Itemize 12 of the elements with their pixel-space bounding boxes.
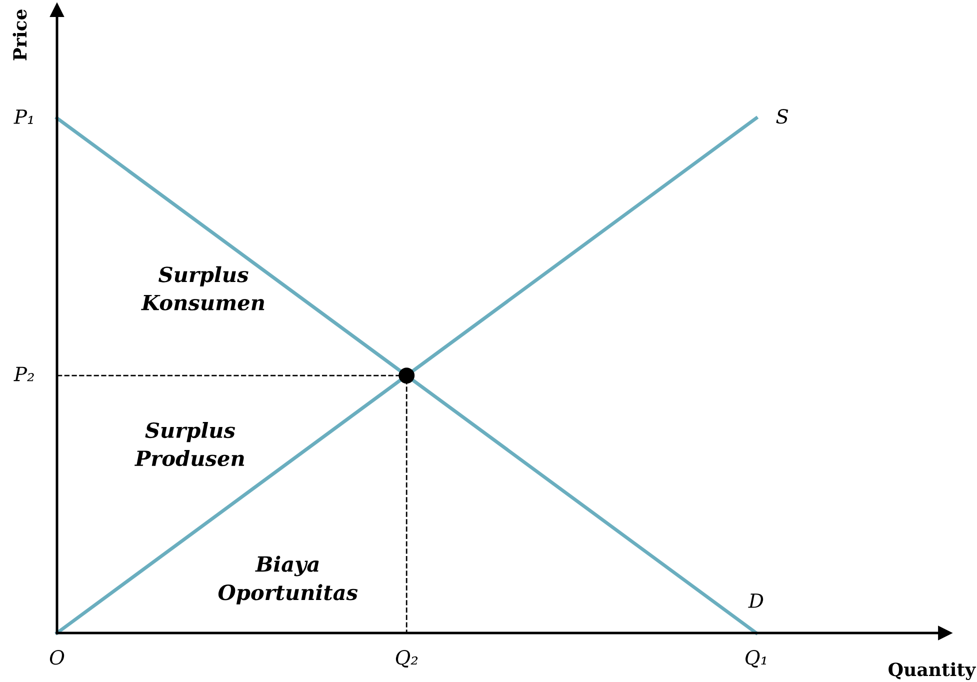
annotation: Surplus Produsen [134, 422, 244, 466]
x-tick-label: Q₁ [746, 650, 766, 668]
annotation: Biaya Oportunitas [218, 556, 358, 604]
annotation: Surplus Konsumen [141, 266, 264, 310]
series-label: S [776, 109, 788, 124]
text: P₁ [14, 110, 33, 124]
text: P₂ [14, 366, 34, 382]
x-tick-label: O [50, 650, 64, 665]
series-label: D [748, 594, 764, 608]
x-axis-title: Quantity [888, 662, 976, 680]
x-tick-label: Q₂ [396, 650, 418, 668]
y-axis-title: Price [12, 10, 27, 60]
